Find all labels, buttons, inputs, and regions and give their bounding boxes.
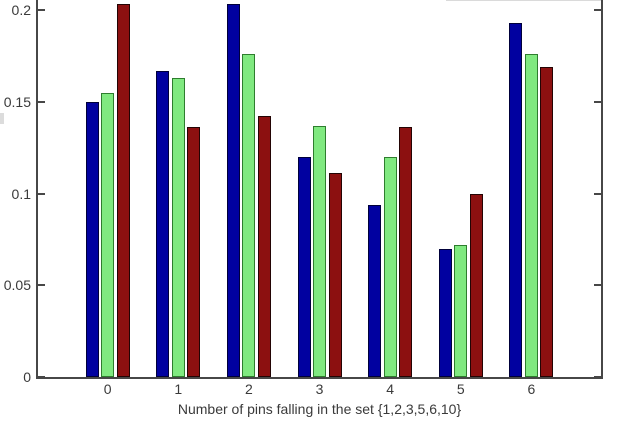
x-tick-label: 2 xyxy=(244,381,253,397)
cropped-legend-edge-artifact xyxy=(446,0,601,1)
x-tick-label: 1 xyxy=(174,381,183,397)
y-tick-mark xyxy=(38,376,45,378)
x-tick-label: 3 xyxy=(315,381,324,397)
bar-green-cat6 xyxy=(524,54,538,377)
bar-red-cat2 xyxy=(257,116,271,377)
y-tick-mark xyxy=(38,192,45,195)
bar-green-cat3 xyxy=(313,125,327,377)
bar-blue-cat1 xyxy=(156,70,170,377)
x-tick-label: 5 xyxy=(456,381,465,397)
x-axis-line xyxy=(36,377,603,379)
bar-blue-cat4 xyxy=(368,204,382,377)
bar-blue-cat6 xyxy=(509,22,523,377)
y-tick-label: 0.2 xyxy=(11,2,31,18)
y-axis-line xyxy=(36,0,38,379)
bar-red-cat6 xyxy=(540,66,554,377)
x-tick-label: 0 xyxy=(103,381,112,397)
y-tick-mark xyxy=(38,100,45,103)
bar-green-cat4 xyxy=(383,156,397,377)
bar-red-cat0 xyxy=(116,4,130,377)
y-tick-label: 0.05 xyxy=(3,277,31,294)
y-tick-mark xyxy=(38,9,45,11)
right-y-tick-mark xyxy=(594,284,601,287)
bar-blue-cat0 xyxy=(85,101,99,377)
x-tick-label: 4 xyxy=(386,381,395,397)
bar-red-cat3 xyxy=(328,173,342,377)
right-y-tick-mark xyxy=(594,192,601,195)
right-axis-line xyxy=(601,0,603,379)
x-tick-label: 6 xyxy=(527,381,536,397)
y-tick-label: 0.1 xyxy=(11,185,31,202)
bar-blue-cat2 xyxy=(226,4,240,377)
y-tick-label: 0.15 xyxy=(3,93,31,110)
right-y-tick-mark xyxy=(594,376,601,378)
bar-blue-cat5 xyxy=(438,248,452,377)
right-y-tick-mark xyxy=(594,9,601,11)
y-tick-mark xyxy=(38,284,45,287)
x-axis-title: Number of pins falling in the set {1,2,3… xyxy=(177,401,462,417)
cropped-ylabel-artifact xyxy=(0,113,4,124)
y-tick-label: 0 xyxy=(23,369,31,385)
bar-blue-cat3 xyxy=(297,156,311,377)
bar-green-cat0 xyxy=(101,92,115,377)
bar-green-cat1 xyxy=(171,77,185,377)
bar-red-cat4 xyxy=(399,127,413,377)
bar-green-cat5 xyxy=(454,244,468,377)
right-y-tick-mark xyxy=(594,100,601,103)
bar-green-cat2 xyxy=(242,54,256,377)
bar-red-cat5 xyxy=(469,193,483,377)
bar-red-cat1 xyxy=(187,127,201,377)
